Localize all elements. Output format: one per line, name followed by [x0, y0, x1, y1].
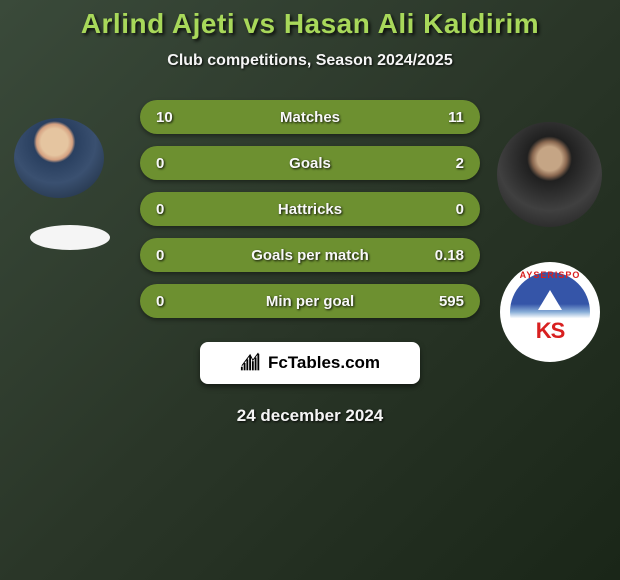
date-text: 24 december 2024	[0, 406, 620, 426]
stat-row-goals: 0 Goals 2	[140, 146, 480, 180]
stat-label: Matches	[280, 109, 340, 126]
player-left-team-badge	[30, 225, 110, 250]
team-badge-arc-text: AYSERISPO	[520, 270, 581, 280]
branding-text: FcTables.com	[268, 353, 380, 373]
stat-label: Goals	[289, 155, 331, 172]
comparison-card: Arlind Ajeti vs Hasan Ali Kaldirim Club …	[0, 0, 620, 426]
stat-label: Min per goal	[266, 293, 354, 310]
stat-row-hattricks: 0 Hattricks 0	[140, 192, 480, 226]
stat-row-matches: 10 Matches 11	[140, 100, 480, 134]
stat-left-value: 0	[156, 247, 196, 264]
stats-list: 10 Matches 11 0 Goals 2 0 Hattricks 0 0 …	[140, 100, 480, 318]
stat-row-min-per-goal: 0 Min per goal 595	[140, 284, 480, 318]
stat-label: Goals per match	[251, 247, 369, 264]
stat-left-value: 10	[156, 109, 196, 126]
stat-right-value: 0	[424, 201, 464, 218]
team-badge-ks-text: KS	[536, 318, 565, 344]
player-left-avatar	[14, 118, 104, 198]
player-right-team-badge: AYSERISPO KS	[500, 262, 600, 362]
stat-right-value: 11	[424, 109, 464, 126]
branding-badge: FcTables.com	[200, 342, 420, 384]
player-right-avatar	[497, 122, 602, 227]
stat-right-value: 0.18	[424, 247, 464, 264]
team-badge-inner: AYSERISPO KS	[510, 272, 590, 352]
page-title: Arlind Ajeti vs Hasan Ali Kaldirim	[0, 8, 620, 40]
stat-row-goals-per-match: 0 Goals per match 0.18	[140, 238, 480, 272]
chart-icon	[240, 352, 262, 374]
stat-left-value: 0	[156, 293, 196, 310]
stat-right-value: 595	[424, 293, 464, 310]
stat-left-value: 0	[156, 201, 196, 218]
team-badge-peak-icon	[538, 290, 562, 310]
subtitle: Club competitions, Season 2024/2025	[0, 52, 620, 70]
stat-left-value: 0	[156, 155, 196, 172]
stat-label: Hattricks	[278, 201, 342, 218]
stat-right-value: 2	[424, 155, 464, 172]
